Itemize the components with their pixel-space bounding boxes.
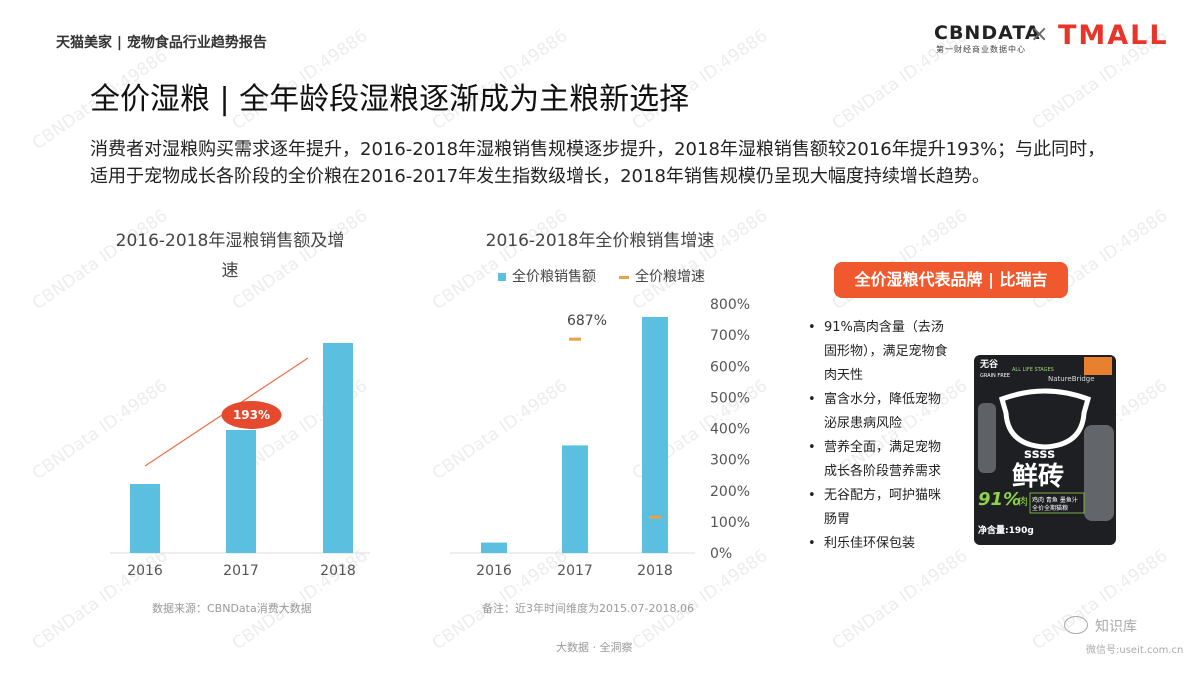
package-label-2: 全价全期猫粮 xyxy=(1032,504,1068,512)
summary-paragraph: 消费者对湿粮购买需求逐年提升，2016-2018年湿粮销售规模逐步提升，2018… xyxy=(90,139,1106,187)
package-grain-free-cn: 无谷 xyxy=(979,358,999,370)
chart1-annotation-label: 193% xyxy=(233,408,270,422)
chart1-title: 2016-2018年湿粮销售额及增速 xyxy=(115,231,345,281)
package-big-name: 鲜砖 xyxy=(1012,462,1064,492)
chart1-annotation-bubble xyxy=(221,401,282,429)
chart1-x-tick: 2018 xyxy=(320,563,356,579)
package-weight: 净含量:190g xyxy=(978,524,1034,536)
logo-separator: × xyxy=(1030,22,1049,47)
chart2-bar xyxy=(642,316,668,553)
chart1-x-tick: 2016 xyxy=(127,563,163,579)
chart2-y2-tick: 100% xyxy=(710,515,750,531)
footer-slogan: 大数据 · 全洞察 xyxy=(556,641,633,654)
chart2-title: 2016-2018年全价粮销售增速 xyxy=(485,231,715,251)
chart2-y2-tick: 0% xyxy=(710,546,732,562)
page-title: 全价湿粮 | 全年龄段湿粮逐渐成为主粮新选择 xyxy=(90,82,690,117)
chart2-x-tick: 2018 xyxy=(637,563,673,579)
cbndata-logo-subtitle: 第一财经商业数据中心 xyxy=(936,45,1026,54)
watermark-text: CBNData ID:49886 xyxy=(828,545,972,655)
chart2-y2-tick: 800% xyxy=(710,297,750,313)
chart2-source-note: 备注：近3年时间维度为2015.07-2018.06 xyxy=(482,602,694,615)
package-meat-percent: 91% xyxy=(978,489,1021,510)
product-package-image: 无谷 GRAIN FREE ALL LIFE STAGES NatureBrid… xyxy=(974,355,1116,545)
chart1-x-tick: 2017 xyxy=(223,563,259,579)
package-pot-icon xyxy=(998,388,1092,450)
feature-list: 91%高肉含量（去汤固形物），满足宠物食肉天性 富含水分，降低宠物泌尿患病风险 … xyxy=(806,316,951,556)
package-grain-free-en: GRAIN FREE xyxy=(980,373,1010,379)
chart1-source-note: 数据来源：CBNData消费大数据 xyxy=(152,602,312,615)
wechat-watermark-id: 微信号:useit.com.cn xyxy=(1086,645,1184,656)
chart2-y2-tick: 200% xyxy=(710,484,750,500)
legend-label-growth: 全价粮增速 xyxy=(635,269,705,285)
chart1-svg: 193% 2016 2017 2018 xyxy=(110,343,370,579)
feature-item: 利乐佳环保包装 xyxy=(806,532,951,556)
package-corner-tag xyxy=(1084,357,1112,375)
legend-swatch-bar xyxy=(498,273,506,281)
cbndata-logo: CBNDATA xyxy=(934,22,1041,44)
chart2-svg: 687% 2016 2017 2018 0% 100% 200% 300% 400% 500% 6… xyxy=(450,297,750,579)
chart2-x-tick: 2017 xyxy=(557,563,593,579)
chart2-y2-tick: 300% xyxy=(710,453,750,469)
chart1-bar xyxy=(130,484,160,553)
chart1-bar xyxy=(323,343,353,553)
legend-item-growth: 全价粮增速 xyxy=(619,266,705,286)
feature-item: 富含水分，降低宠物泌尿患病风险 xyxy=(806,388,951,436)
chart2-y2-tick: 500% xyxy=(710,390,750,406)
report-header: 天猫美家 | 宠物食品行业趋势报告 xyxy=(56,35,267,51)
tmall-logo: TMALL xyxy=(1058,20,1169,51)
package-label-strip xyxy=(1029,492,1085,514)
package-steam-marks: ssss xyxy=(1024,447,1055,462)
package-meat-unit: 肉 xyxy=(1018,495,1028,508)
feature-item: 无谷配方，呵护猫咪肠胃 xyxy=(806,484,951,532)
chart2-growth-marker xyxy=(569,337,581,341)
wechat-icon xyxy=(1064,616,1088,634)
package-food-left xyxy=(978,403,996,473)
feature-item: 91%高肉含量（去汤固形物），满足宠物食肉天性 xyxy=(806,316,951,388)
legend-label-sales: 全价粮销售额 xyxy=(512,269,596,285)
chart2-growth-marker xyxy=(649,515,661,519)
chart2-bar xyxy=(481,542,507,553)
chart2-annotation-label: 687% xyxy=(567,313,607,329)
legend-item-sales: 全价粮销售额 xyxy=(498,266,596,286)
package-brand: NatureBridge xyxy=(1048,375,1095,383)
package-label: 鸡肉 青鱼 墨鱼汁 xyxy=(1032,496,1078,504)
package-cat-image xyxy=(1084,425,1114,521)
chart2-y2-tick: 700% xyxy=(710,328,750,344)
chart2-x-tick: 2016 xyxy=(476,563,512,579)
chart2-bar xyxy=(562,445,588,553)
feature-item: 营养全面，满足宠物成长各阶段营养需求 xyxy=(806,436,951,484)
wechat-watermark-brand: 知识库 xyxy=(1095,619,1137,635)
chart2-y2-tick: 600% xyxy=(710,359,750,375)
brand-title-badge: 全价湿粮代表品牌 | 比瑞吉 xyxy=(834,262,1068,298)
package-stage: ALL LIFE STAGES xyxy=(1012,367,1054,373)
chart2-y2-tick: 400% xyxy=(710,422,750,438)
chart1-bar xyxy=(226,430,256,553)
legend-swatch-line xyxy=(619,275,629,279)
watermark-text: CBNData ID:49886 xyxy=(1028,545,1172,655)
